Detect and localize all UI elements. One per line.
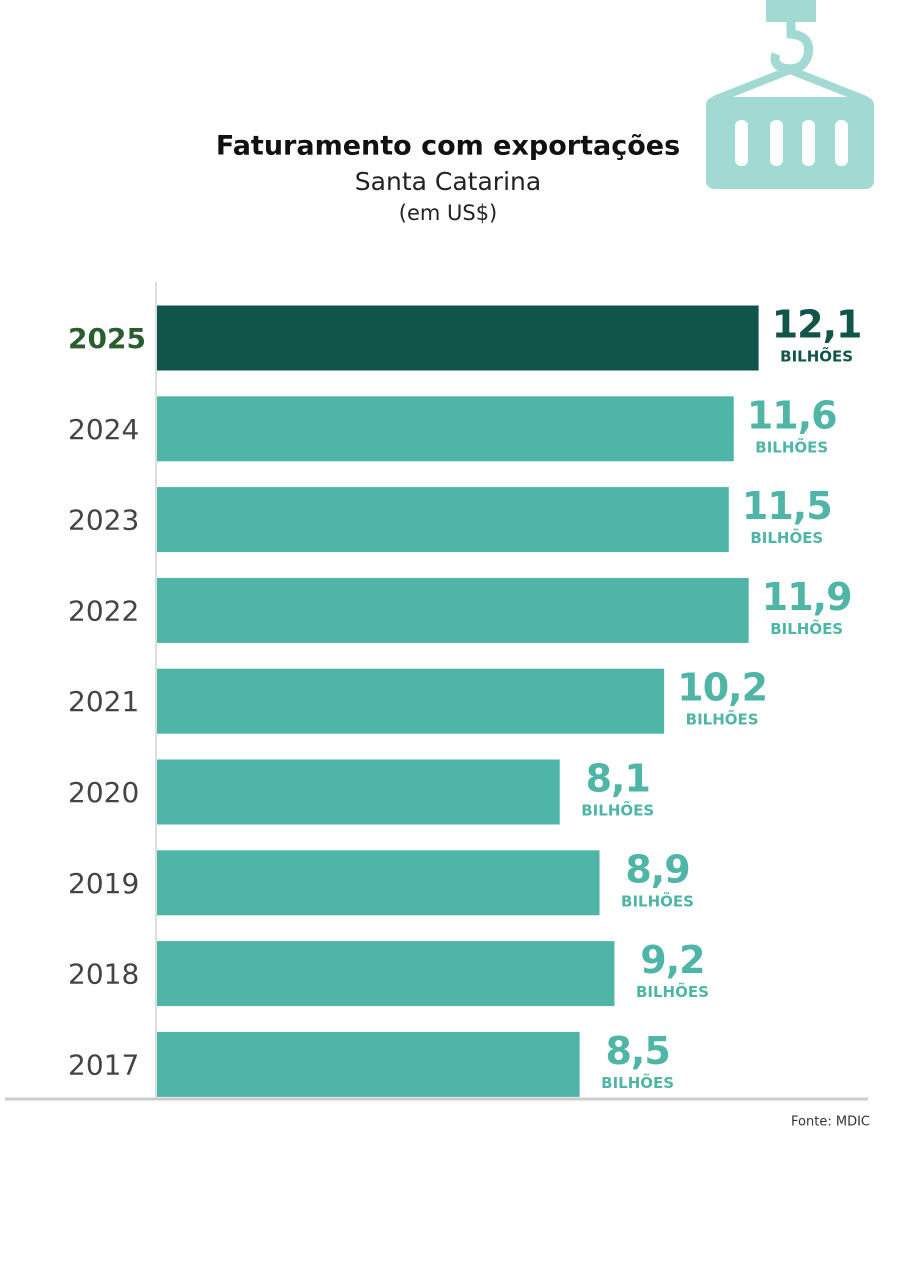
bar [157,577,749,643]
value-unit: BILHÕES [621,891,694,910]
y-tick-label: 2023 [68,504,139,537]
bar [157,941,615,1007]
value-label: 10,2 [677,666,767,710]
value-unit: BILHÕES [686,710,759,729]
chart-title: Faturamento com exportações [216,131,680,162]
value-unit: BILHÕES [636,982,709,1001]
chart-subtitle: Santa Catarina [355,167,541,196]
container [706,97,874,189]
y-tick-label: 2019 [68,867,139,900]
unit-note: (em US$) [399,201,498,225]
value-unit: BILHÕES [755,437,828,456]
value-unit: BILHÕES [750,528,823,547]
slot [770,120,783,166]
value-label: 8,5 [605,1029,669,1073]
value-label: 12,1 [772,303,862,347]
value-label: 8,9 [625,847,689,891]
value-unit: BILHÕES [770,619,843,638]
value-label: 9,2 [640,938,704,982]
value-label: 11,5 [742,484,832,528]
bar [157,487,729,553]
bar [157,1031,580,1097]
crane-block [766,0,816,22]
bar [157,850,600,916]
source: Fonte: MDIC [791,1115,870,1130]
y-tick-label: 2024 [68,413,139,446]
value-label: 11,9 [762,575,852,619]
y-tick-label: 2022 [68,594,139,627]
bar [157,668,665,734]
container-icon [706,0,874,189]
slot [735,120,748,166]
bar [157,305,759,371]
hook [770,22,814,74]
y-tick-label: 2018 [68,958,139,991]
value-unit: BILHÕES [780,347,853,366]
value-label: 8,1 [586,757,650,801]
y-tick-label: 2021 [68,685,139,718]
value-label: 11,6 [747,393,837,437]
slot [835,120,848,166]
y-tick-label: 2017 [68,1048,139,1081]
y-tick-label: 2025 [68,322,146,355]
slot [802,120,815,166]
value-unit: BILHÕES [601,1073,674,1092]
bar [157,396,734,462]
value-unit: BILHÕES [581,801,654,820]
cables [712,66,868,104]
y-tick-label: 2020 [68,776,139,809]
bar [157,759,560,825]
